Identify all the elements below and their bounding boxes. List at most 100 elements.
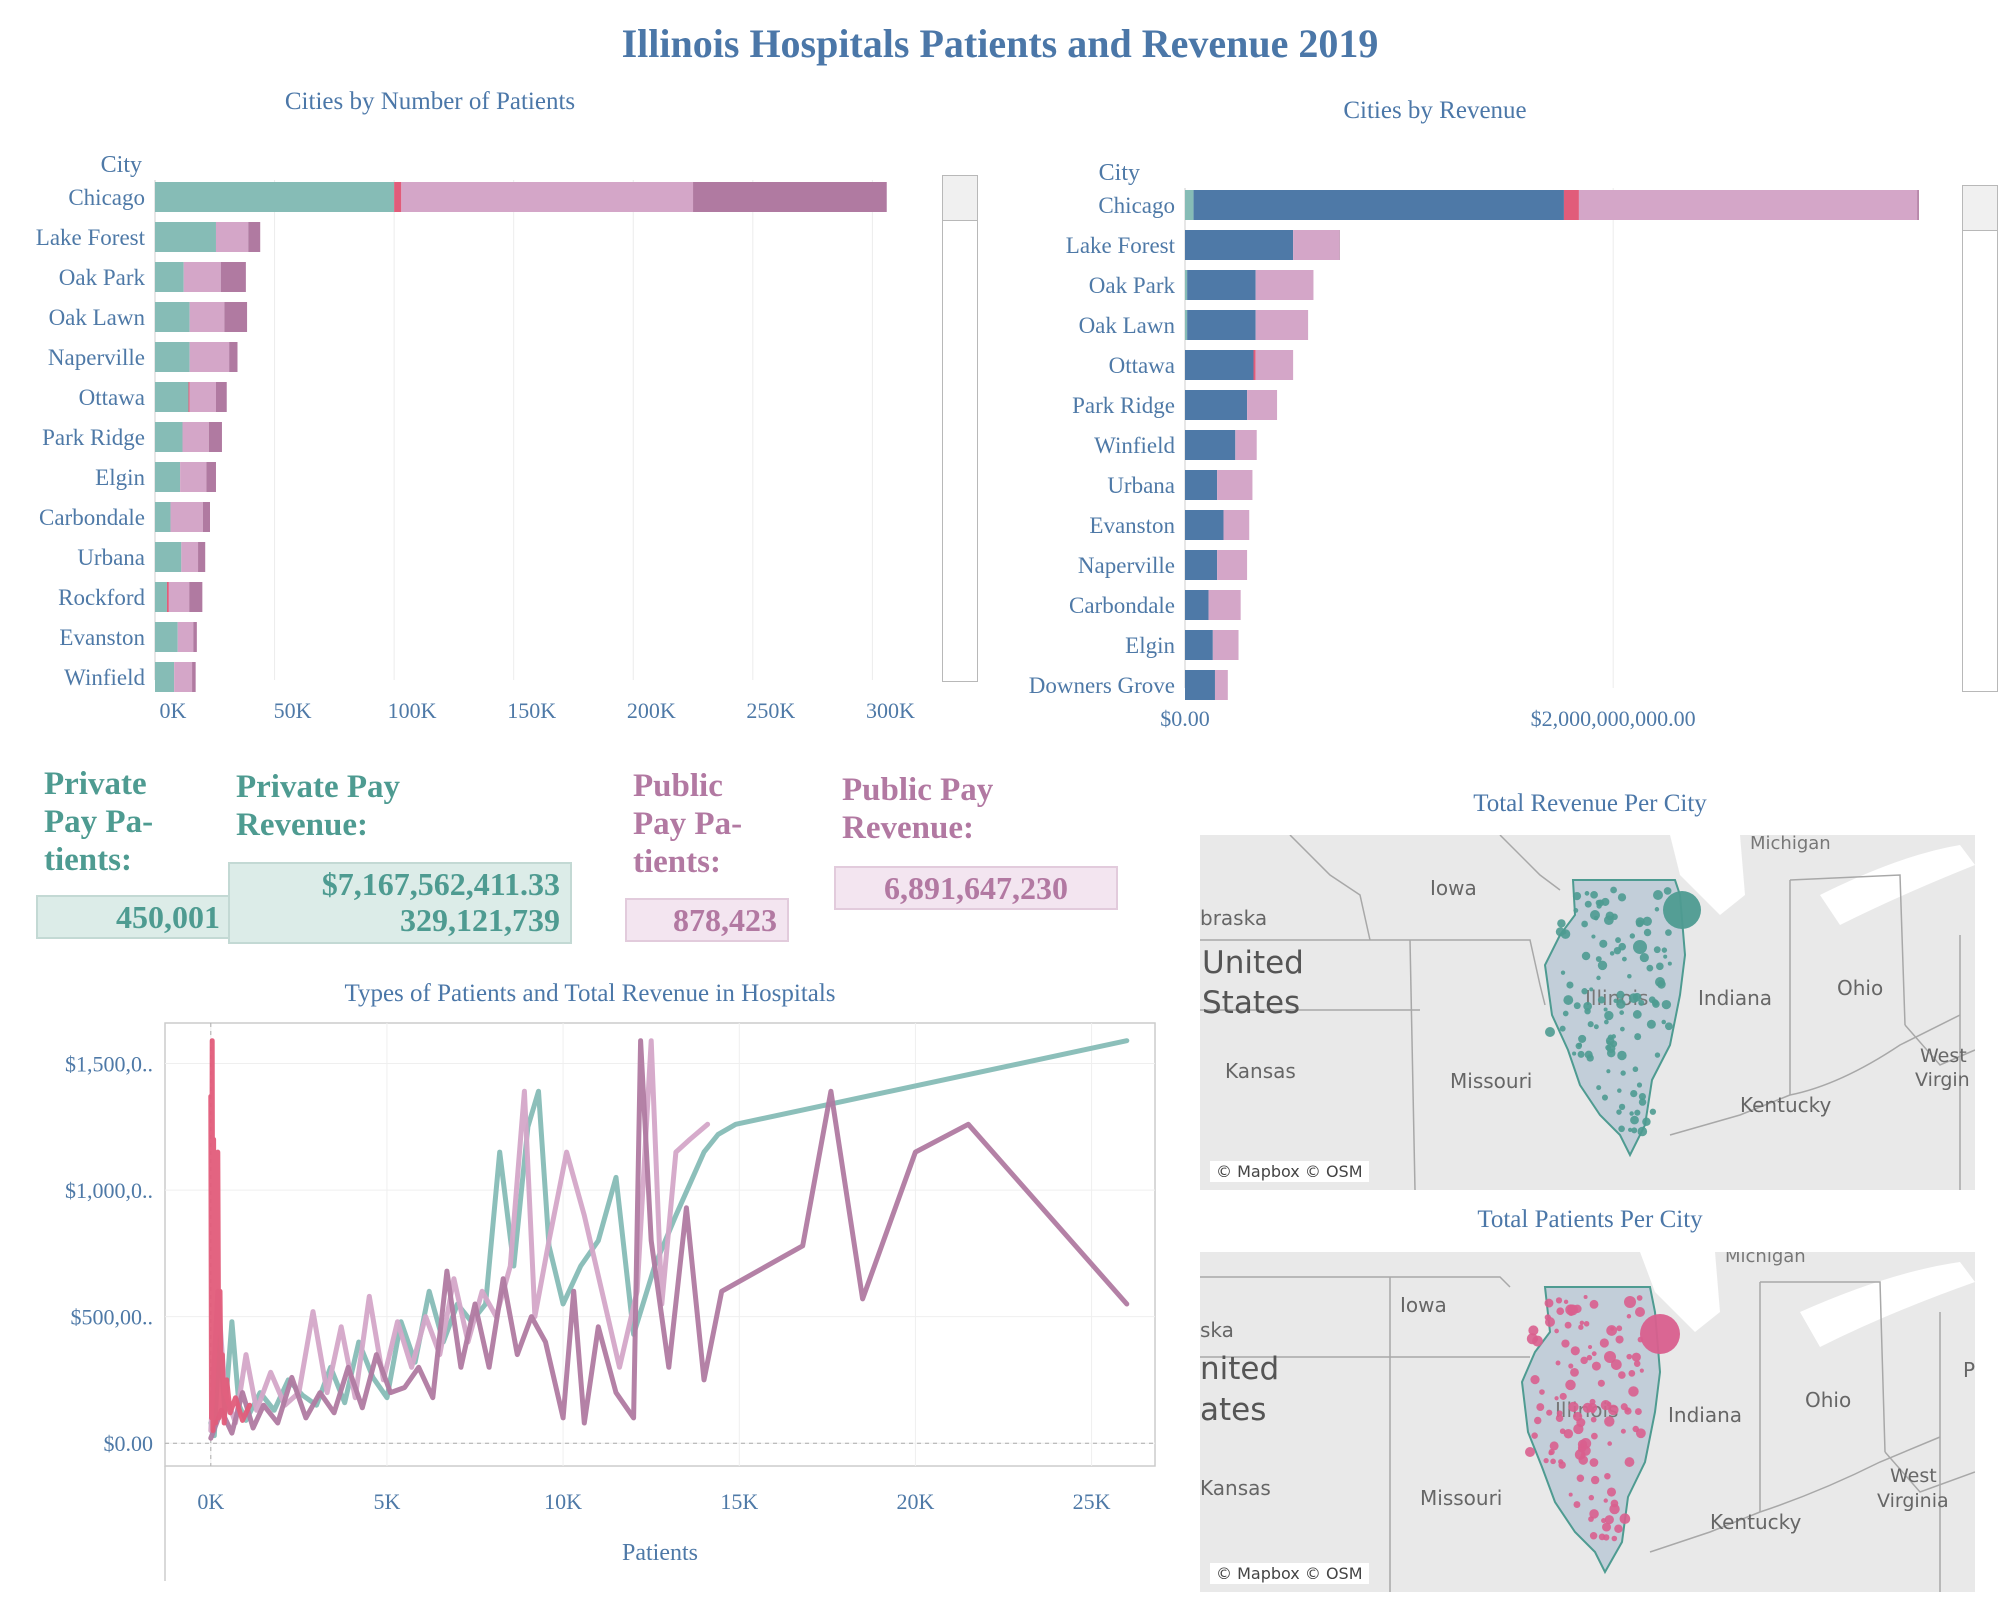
map2-virginia-label: Virginia: [1877, 1490, 1949, 1512]
x-tick-label: 250K: [746, 698, 795, 723]
city-dot: [1636, 1295, 1643, 1301]
y-tick-label: $500,00..: [71, 1305, 154, 1330]
city-dot: [1576, 1474, 1585, 1482]
bar-segment: [188, 382, 190, 412]
city-dot: [1606, 1069, 1611, 1074]
bar-segment: [1255, 350, 1294, 380]
city-dot: [1572, 1051, 1577, 1056]
city-dot: [1606, 1043, 1616, 1053]
city-dot: [1610, 1359, 1622, 1370]
bar-segment: [1185, 430, 1236, 460]
revenue-scrollbar[interactable]: [1962, 185, 1998, 692]
dashboard-title: Illinois Hospitals Patients and Revenue …: [621, 21, 1379, 66]
bar-segment: [1255, 270, 1314, 300]
city-dot: [1573, 1002, 1581, 1010]
bar-segment: [1187, 270, 1256, 300]
city-dot: [1587, 1344, 1593, 1350]
bar-segment: [189, 342, 230, 372]
patients-scroll-thumb[interactable]: [943, 176, 977, 221]
city-dot: [1624, 1407, 1630, 1412]
bar-segment: [155, 262, 184, 292]
city-dot: [1615, 1335, 1624, 1344]
revenue-map[interactable]: Iowa braska United States Kansas Missour…: [1200, 835, 1975, 1190]
city-dot: [1628, 1369, 1636, 1377]
patients-map-title: Total Patients Per City: [1477, 1206, 1703, 1233]
city-dot: [1584, 1050, 1593, 1059]
map2-united-label: nited: [1200, 1351, 1279, 1387]
y-tick-label: $1,000,0..: [65, 1178, 153, 1203]
bar-segment: [202, 502, 210, 532]
x-tick-label: 5K: [374, 1489, 401, 1514]
city-dot: [1621, 956, 1627, 962]
bar-segment: [1563, 190, 1579, 220]
bar-segment: [180, 462, 207, 492]
x-tick-label: $2,000,000,000.00: [1531, 706, 1696, 731]
city-dot: [1555, 1414, 1564, 1422]
city-dot: [1603, 1534, 1610, 1541]
city-dot: [1620, 1070, 1626, 1076]
city-dot: [1602, 1522, 1612, 1532]
bar-segment: [192, 662, 196, 692]
city-dot: [1631, 1352, 1641, 1362]
map1-kentucky-label: Kentucky: [1740, 1093, 1831, 1117]
city-label: Carbondale: [1069, 593, 1175, 618]
city-dot: [1589, 1458, 1599, 1467]
patients-map[interactable]: Iowa ska nited ates Kansas Missouri Illi…: [1200, 1252, 1975, 1592]
public-patients-label: Public Pay Pa-tients:: [633, 768, 743, 880]
city-dot: [1579, 1320, 1585, 1326]
bar-segment: [155, 662, 175, 692]
city-dot: [1550, 1458, 1556, 1465]
city-dot: [1638, 1092, 1647, 1101]
revenue-chart-title: Cities by Revenue: [1343, 97, 1527, 124]
city-dot: [1563, 1429, 1574, 1439]
revenue-map-credit[interactable]: © Mapbox © OSM: [1210, 1161, 1369, 1182]
map1-virginia-label: Virgin: [1915, 1069, 1970, 1091]
bar-segment: [155, 182, 395, 212]
city-dot: [1589, 987, 1594, 992]
city-dot: [1646, 964, 1654, 972]
city-dot: [1618, 942, 1627, 951]
city-dot: [1563, 1299, 1569, 1305]
city-dot: [1643, 928, 1652, 937]
city-dot: [1576, 1418, 1586, 1428]
city-dot: [1632, 992, 1642, 1002]
city-dot: [1615, 937, 1621, 943]
city-dot: [1614, 1524, 1623, 1533]
city-label: Elgin: [1125, 633, 1175, 658]
patients-map-credit[interactable]: © Mapbox © OSM: [1210, 1563, 1369, 1584]
bar-segment: [1214, 670, 1228, 700]
city-dot: [1634, 1109, 1641, 1116]
city-dot: [1573, 907, 1579, 913]
map1-ohio-label: Ohio: [1837, 976, 1883, 1000]
city-dot: [1619, 1010, 1625, 1015]
bar-segment: [1253, 350, 1256, 380]
city-dot: [1597, 960, 1608, 971]
city-dot: [1546, 1409, 1553, 1416]
city-dot: [1556, 1307, 1565, 1316]
x-tick-label: 20K: [896, 1489, 934, 1514]
bar-segment: [170, 502, 203, 532]
series-line: [208, 1038, 1130, 1441]
city-dot: [1620, 1026, 1625, 1032]
city-dot: [1611, 1535, 1618, 1542]
x-tick-label: 100K: [388, 698, 437, 723]
city-label: Naperville: [1078, 553, 1175, 578]
city-dot: [1642, 1117, 1651, 1126]
bar-segment: [1185, 350, 1254, 380]
map2-iowa-label: Iowa: [1400, 1293, 1447, 1317]
bar-segment: [394, 182, 402, 212]
city-dot: [1559, 1025, 1566, 1032]
city-dot: [1653, 946, 1661, 954]
revenue-city-header: City: [1099, 160, 1140, 186]
patients-scrollbar[interactable]: [942, 175, 978, 682]
map2-west-label: West: [1890, 1465, 1937, 1487]
city-dot: [1611, 1034, 1616, 1039]
city-dot: [1661, 999, 1672, 1010]
revenue-scroll-thumb[interactable]: [1963, 186, 1997, 231]
city-dot: [1610, 886, 1617, 894]
city-dot: [1601, 1094, 1608, 1101]
bar-segment: [229, 342, 238, 372]
bar-segment: [215, 222, 249, 252]
map1-nebraska-label: braska: [1200, 906, 1267, 930]
city-dot: [1604, 1351, 1616, 1363]
